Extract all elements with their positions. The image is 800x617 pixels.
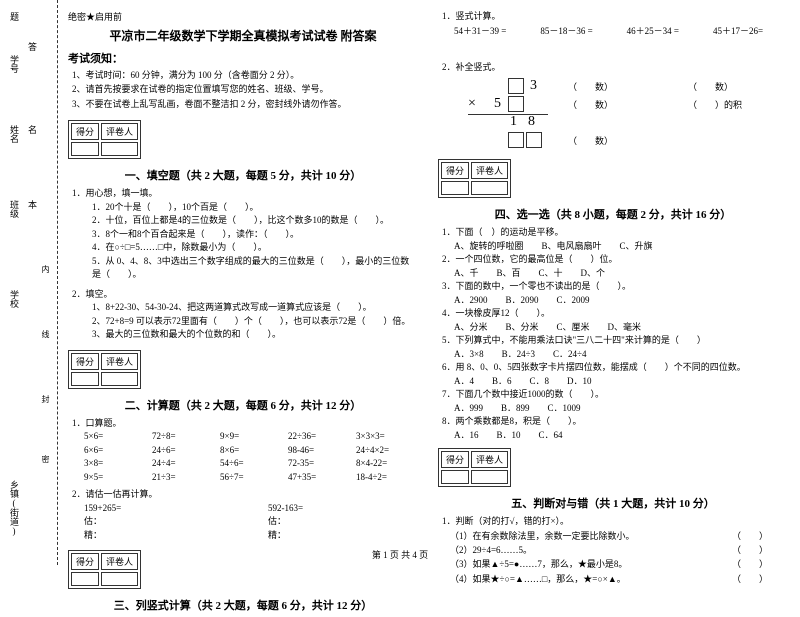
secrecy-mark: 绝密★启用前 — [68, 10, 418, 23]
sup-note: （ 数） — [568, 134, 613, 147]
choose-q: 1．下面（ ）的运动是平移。 — [438, 226, 788, 240]
q1-item: 5．从 0、4、8、3中选出三个数字组成的最大的三位数是（ ），最小的三位数是（… — [72, 255, 418, 282]
judge-item: （4）如果★÷○=▲……□，那么，★=○×▲。（ ） — [438, 572, 788, 586]
choose-opts: A．2900 B．2090 C．2009 — [438, 294, 788, 308]
grader-label: 评卷人 — [471, 451, 508, 468]
q2-item: 3、最大的三位数和最大的个位数的和（ ）。 — [72, 328, 418, 342]
est-row: 159+265=592-163= — [68, 502, 418, 516]
choose-q: 5．下列算式中，不能用乘法口诀"三八二十四"来计算的是（ ） — [438, 334, 788, 348]
bind-label: 姓名 — [8, 125, 21, 143]
notice-title: 考试须知： — [68, 50, 418, 66]
q2-stem: 2．填空。 — [72, 288, 418, 302]
choose-opts: A．3×8 B．24÷3 C．24÷4 — [438, 348, 788, 362]
q1-item: 4．在○÷□=5……□中，除数最小为（ ）。 — [72, 241, 418, 255]
right-column: 1．竖式计算。 54＋31－39 =85－18－36 =46＋25－34 =45… — [438, 10, 788, 617]
digit: 3 — [530, 78, 537, 94]
score-box: 得分 评卷人 — [68, 120, 141, 159]
bind-mark: 线 — [40, 330, 51, 338]
calc-row: 6×6=24÷6=8×6=98-46=24÷4×2= — [68, 444, 418, 458]
choose-opts: A．4 B．6 C．8 D．10 — [438, 375, 788, 389]
section-5-title: 五、判断对与错（共 1 大题，共计 10 分） — [438, 495, 788, 511]
bind-mark: 内 — [40, 265, 51, 273]
page-content: 绝密★启用前 平凉市二年级数学下学期全真模拟考试试卷 附答案 考试须知： 1、考… — [68, 10, 788, 617]
calc-row: 9×5=21÷3=56÷7=47+35=18-4÷2= — [68, 471, 418, 485]
q1: 1．用心想，填一填。 1．20个十是（ ），10个百是（ ）。 2．十位，百位上… — [68, 187, 418, 282]
digit: 5 — [494, 96, 501, 112]
choose-q: 3．下面的数中，一个零也不读出的是（ ）。 — [438, 280, 788, 294]
notice-list: 1、考试时间：60 分钟，满分为 100 分（含卷面分 2 分）。 2、请首先按… — [68, 68, 418, 111]
bind-mark: 本 — [26, 200, 39, 217]
grader-label: 评卷人 — [101, 353, 138, 370]
bind-label: 班级 — [8, 200, 21, 218]
calc-stem: 1．口算题。 — [68, 417, 418, 431]
score-label: 得分 — [441, 162, 469, 179]
supplement-diagram: 3 × 5 1 8 （ 数） （ 数） （ 数） （ ）的积 （ 数） — [468, 78, 788, 156]
score-label: 得分 — [71, 123, 99, 140]
bind-label: 题 — [8, 12, 21, 21]
choose-q: 7．下面几个数中接近1000的数（ ）。 — [438, 388, 788, 402]
choose-opts: A．999 B．899 C．1009 — [438, 402, 788, 416]
calc-row: 3×8=24÷4=54÷6=72-35=8×4-22= — [68, 457, 418, 471]
exam-title: 平凉市二年级数学下学期全真模拟考试试卷 附答案 — [68, 27, 418, 44]
est-row: 估：估： — [68, 515, 418, 529]
est-stem: 2．请估一估再计算。 — [68, 488, 418, 502]
page-number: 第 1 页 共 4 页 — [0, 548, 800, 561]
bind-label: 学号 — [8, 55, 21, 73]
judge-stem: 1．判断（对的打√，错的打×）。 — [438, 515, 788, 529]
score-box: 得分 评卷人 — [68, 350, 141, 389]
left-column: 绝密★启用前 平凉市二年级数学下学期全真模拟考试试卷 附答案 考试须知： 1、考… — [68, 10, 418, 617]
choose-opts: A．16 B．10 C．64 — [438, 429, 788, 443]
vert-row: 54＋31－39 =85－18－36 =46＋25－34 =45＋17－26= — [438, 24, 788, 37]
section-1-title: 一、填空题（共 2 大题，每题 5 分，共计 10 分） — [68, 167, 418, 183]
bind-mark: 封 — [40, 395, 51, 403]
sup-note: （ ）的积 — [688, 98, 742, 111]
notice-item: 3、不要在试卷上乱写乱画，卷面不整洁扣 2 分，密封线外请勿作答。 — [72, 97, 418, 111]
choose-q: 2．一个四位数，它的最高位是（ ）位。 — [438, 253, 788, 267]
grader-label: 评卷人 — [101, 123, 138, 140]
est-row: 精：精： — [68, 529, 418, 543]
score-box: 得分 评卷人 — [438, 448, 511, 487]
grader-label: 评卷人 — [471, 162, 508, 179]
section-3-title: 三、列竖式计算（共 2 大题，每题 6 分，共计 12 分） — [68, 597, 418, 613]
sup-note: （ 数） — [568, 80, 613, 93]
choose-opts: A、千 B、百 C、十 D、个 — [438, 267, 788, 281]
binding-edge: 题 学号 答 姓名 名 班级 本 内 学校 线 封 密 乡镇(街道) — [0, 0, 58, 565]
section-2-title: 二、计算题（共 2 大题，每题 6 分，共计 12 分） — [68, 397, 418, 413]
bind-label: 学校 — [8, 290, 21, 308]
score-box: 得分 评卷人 — [438, 159, 511, 198]
sup-note: （ 数） — [568, 98, 613, 111]
q1-item: 1．20个十是（ ），10个百是（ ）。 — [72, 201, 418, 215]
q1-item: 3．8个一和8个百合起来是（ ），读作：（ ）。 — [72, 228, 418, 242]
sup-stem: 2．补全竖式。 — [438, 61, 788, 75]
q1-item: 2．十位，百位上都是4的三位数是（ ），比这个数多10的数是（ ）。 — [72, 214, 418, 228]
notice-item: 2、请首先按要求在试卷的指定位置填写您的姓名、班级、学号。 — [72, 82, 418, 96]
times-sign: × — [468, 96, 476, 112]
judge-item: （1）在有余数除法里，余数一定要比除数小。（ ） — [438, 529, 788, 543]
q2: 2．填空。 1、8+22-30、54-30-24、把这两道算式改写成一道算式应该… — [68, 288, 418, 342]
q2-item: 2、72+8=9 可以表示72里面有（ ）个（ ），也可以表示72是（ ）倍。 — [72, 315, 418, 329]
choose-q: 4．一块橡皮厚12（ ）。 — [438, 307, 788, 321]
notice-item: 1、考试时间：60 分钟，满分为 100 分（含卷面分 2 分）。 — [72, 68, 418, 82]
sup-note: （ 数） — [688, 80, 733, 93]
choose-opts: A、分米 B、分米 C、厘米 D、毫米 — [438, 321, 788, 335]
q2-item: 1、8+22-30、54-30-24、把这两道算式改写成一道算式应该是（ ）。 — [72, 301, 418, 315]
digit: 8 — [528, 114, 535, 130]
choose-q: 8．两个乘数都是8，积是（ ）。 — [438, 415, 788, 429]
score-label: 得分 — [441, 451, 469, 468]
choose-opts: A、旋转的呼啦圈 B、电风扇扇叶 C、升旗 — [438, 240, 788, 254]
bind-mark: 密 — [40, 455, 51, 463]
vert-stem: 1．竖式计算。 — [438, 10, 788, 24]
bind-label: 乡镇(街道) — [8, 480, 21, 536]
q1-stem: 1．用心想，填一填。 — [72, 187, 418, 201]
bind-mark: 答 — [26, 42, 39, 59]
section-4-title: 四、选一选（共 8 小题，每题 2 分，共计 16 分） — [438, 206, 788, 222]
choose-q: 6．用 8、0、0、5四张数字卡片摆四位数，能摆成（ ）个不同的四位数。 — [438, 361, 788, 375]
calc-row: 5×6=72÷8=9×9=22÷36=3×3×3= — [68, 430, 418, 444]
digit: 1 — [510, 114, 517, 130]
bind-mark: 名 — [26, 125, 39, 142]
score-label: 得分 — [71, 353, 99, 370]
